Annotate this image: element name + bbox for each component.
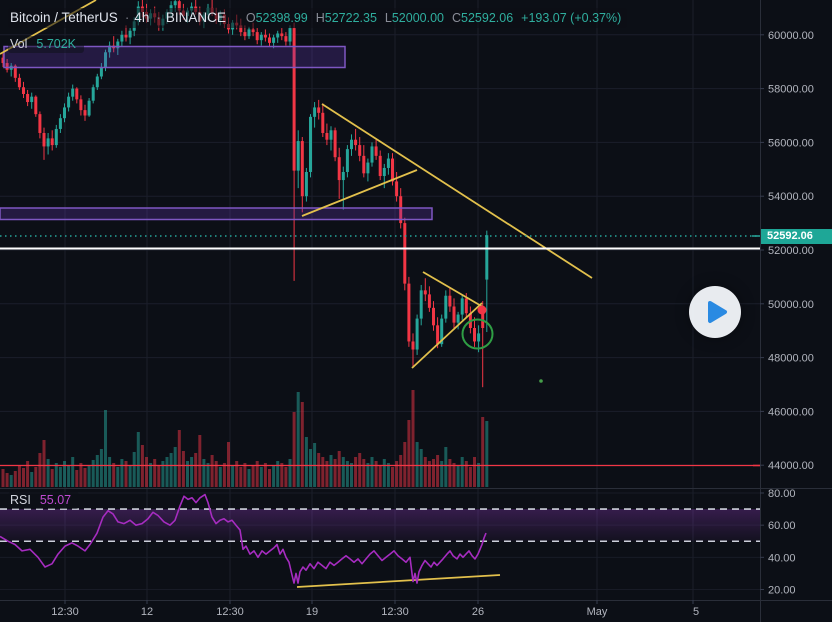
svg-text:40.00: 40.00: [768, 552, 796, 564]
svg-text:80.00: 80.00: [768, 488, 796, 500]
open-value: 52398.99: [255, 11, 308, 25]
interval-label[interactable]: 4h: [134, 10, 150, 25]
svg-text:58000.00: 58000.00: [768, 84, 814, 96]
svg-text:12:30: 12:30: [381, 606, 409, 618]
price-axis[interactable]: [760, 0, 832, 600]
play-triangle-icon: [708, 301, 727, 323]
current-price-badge: 52592.06: [761, 229, 832, 244]
ohlc-values: O52398.99 H52722.35 L52000.00 C52592.06 +193…: [238, 11, 621, 25]
symbol-title[interactable]: Bitcoin / TetherUS: [10, 10, 118, 25]
close-value: 52592.06: [461, 11, 514, 25]
svg-text:12:30: 12:30: [51, 606, 79, 618]
svg-text:46000.00: 46000.00: [768, 406, 814, 418]
svg-text:48000.00: 48000.00: [768, 353, 814, 365]
svg-text:5: 5: [693, 606, 699, 618]
svg-text:20.00: 20.00: [768, 584, 796, 596]
volume-label[interactable]: Vol: [10, 37, 28, 51]
symbol-legend: Bitcoin / TetherUS · 4h · BINANCE O52398.99 H5…: [8, 8, 628, 28]
legend-separator: ·: [156, 10, 161, 25]
svg-text:May: May: [587, 606, 608, 618]
svg-text:19: 19: [306, 606, 318, 618]
video-play-button[interactable]: [689, 286, 741, 338]
svg-text:12: 12: [141, 606, 153, 618]
svg-text:12:30: 12:30: [216, 606, 244, 618]
exchange-label: BINANCE: [165, 10, 226, 25]
volume-value: 5.702K: [36, 37, 77, 51]
svg-text:54000.00: 54000.00: [768, 191, 814, 203]
close-label: C: [452, 11, 462, 25]
high-value: 52722.35: [324, 11, 377, 25]
chart-pane[interactable]: [0, 0, 760, 600]
volume-legend: Vol 5.702K: [8, 36, 85, 53]
svg-text:60.00: 60.00: [768, 520, 796, 532]
svg-text:50000.00: 50000.00: [768, 299, 814, 311]
svg-text:26: 26: [472, 606, 484, 618]
svg-text:52000.00: 52000.00: [768, 245, 814, 257]
legend-separator: ·: [124, 10, 130, 25]
rsi-value: 55.07: [39, 493, 72, 507]
svg-text:44000.00: 44000.00: [768, 460, 814, 472]
open-label: O: [245, 11, 256, 25]
low-value: 52000.00: [391, 11, 444, 25]
change-value: +193.07 (+0.37%): [521, 11, 622, 25]
low-label: L: [384, 11, 392, 25]
time-axis[interactable]: [0, 600, 832, 622]
svg-text:60000.00: 60000.00: [768, 30, 814, 42]
rsi-legend: RSI 55.07: [8, 492, 80, 509]
svg-text:56000.00: 56000.00: [768, 137, 814, 149]
rsi-label[interactable]: RSI: [10, 493, 31, 507]
high-label: H: [315, 11, 325, 25]
